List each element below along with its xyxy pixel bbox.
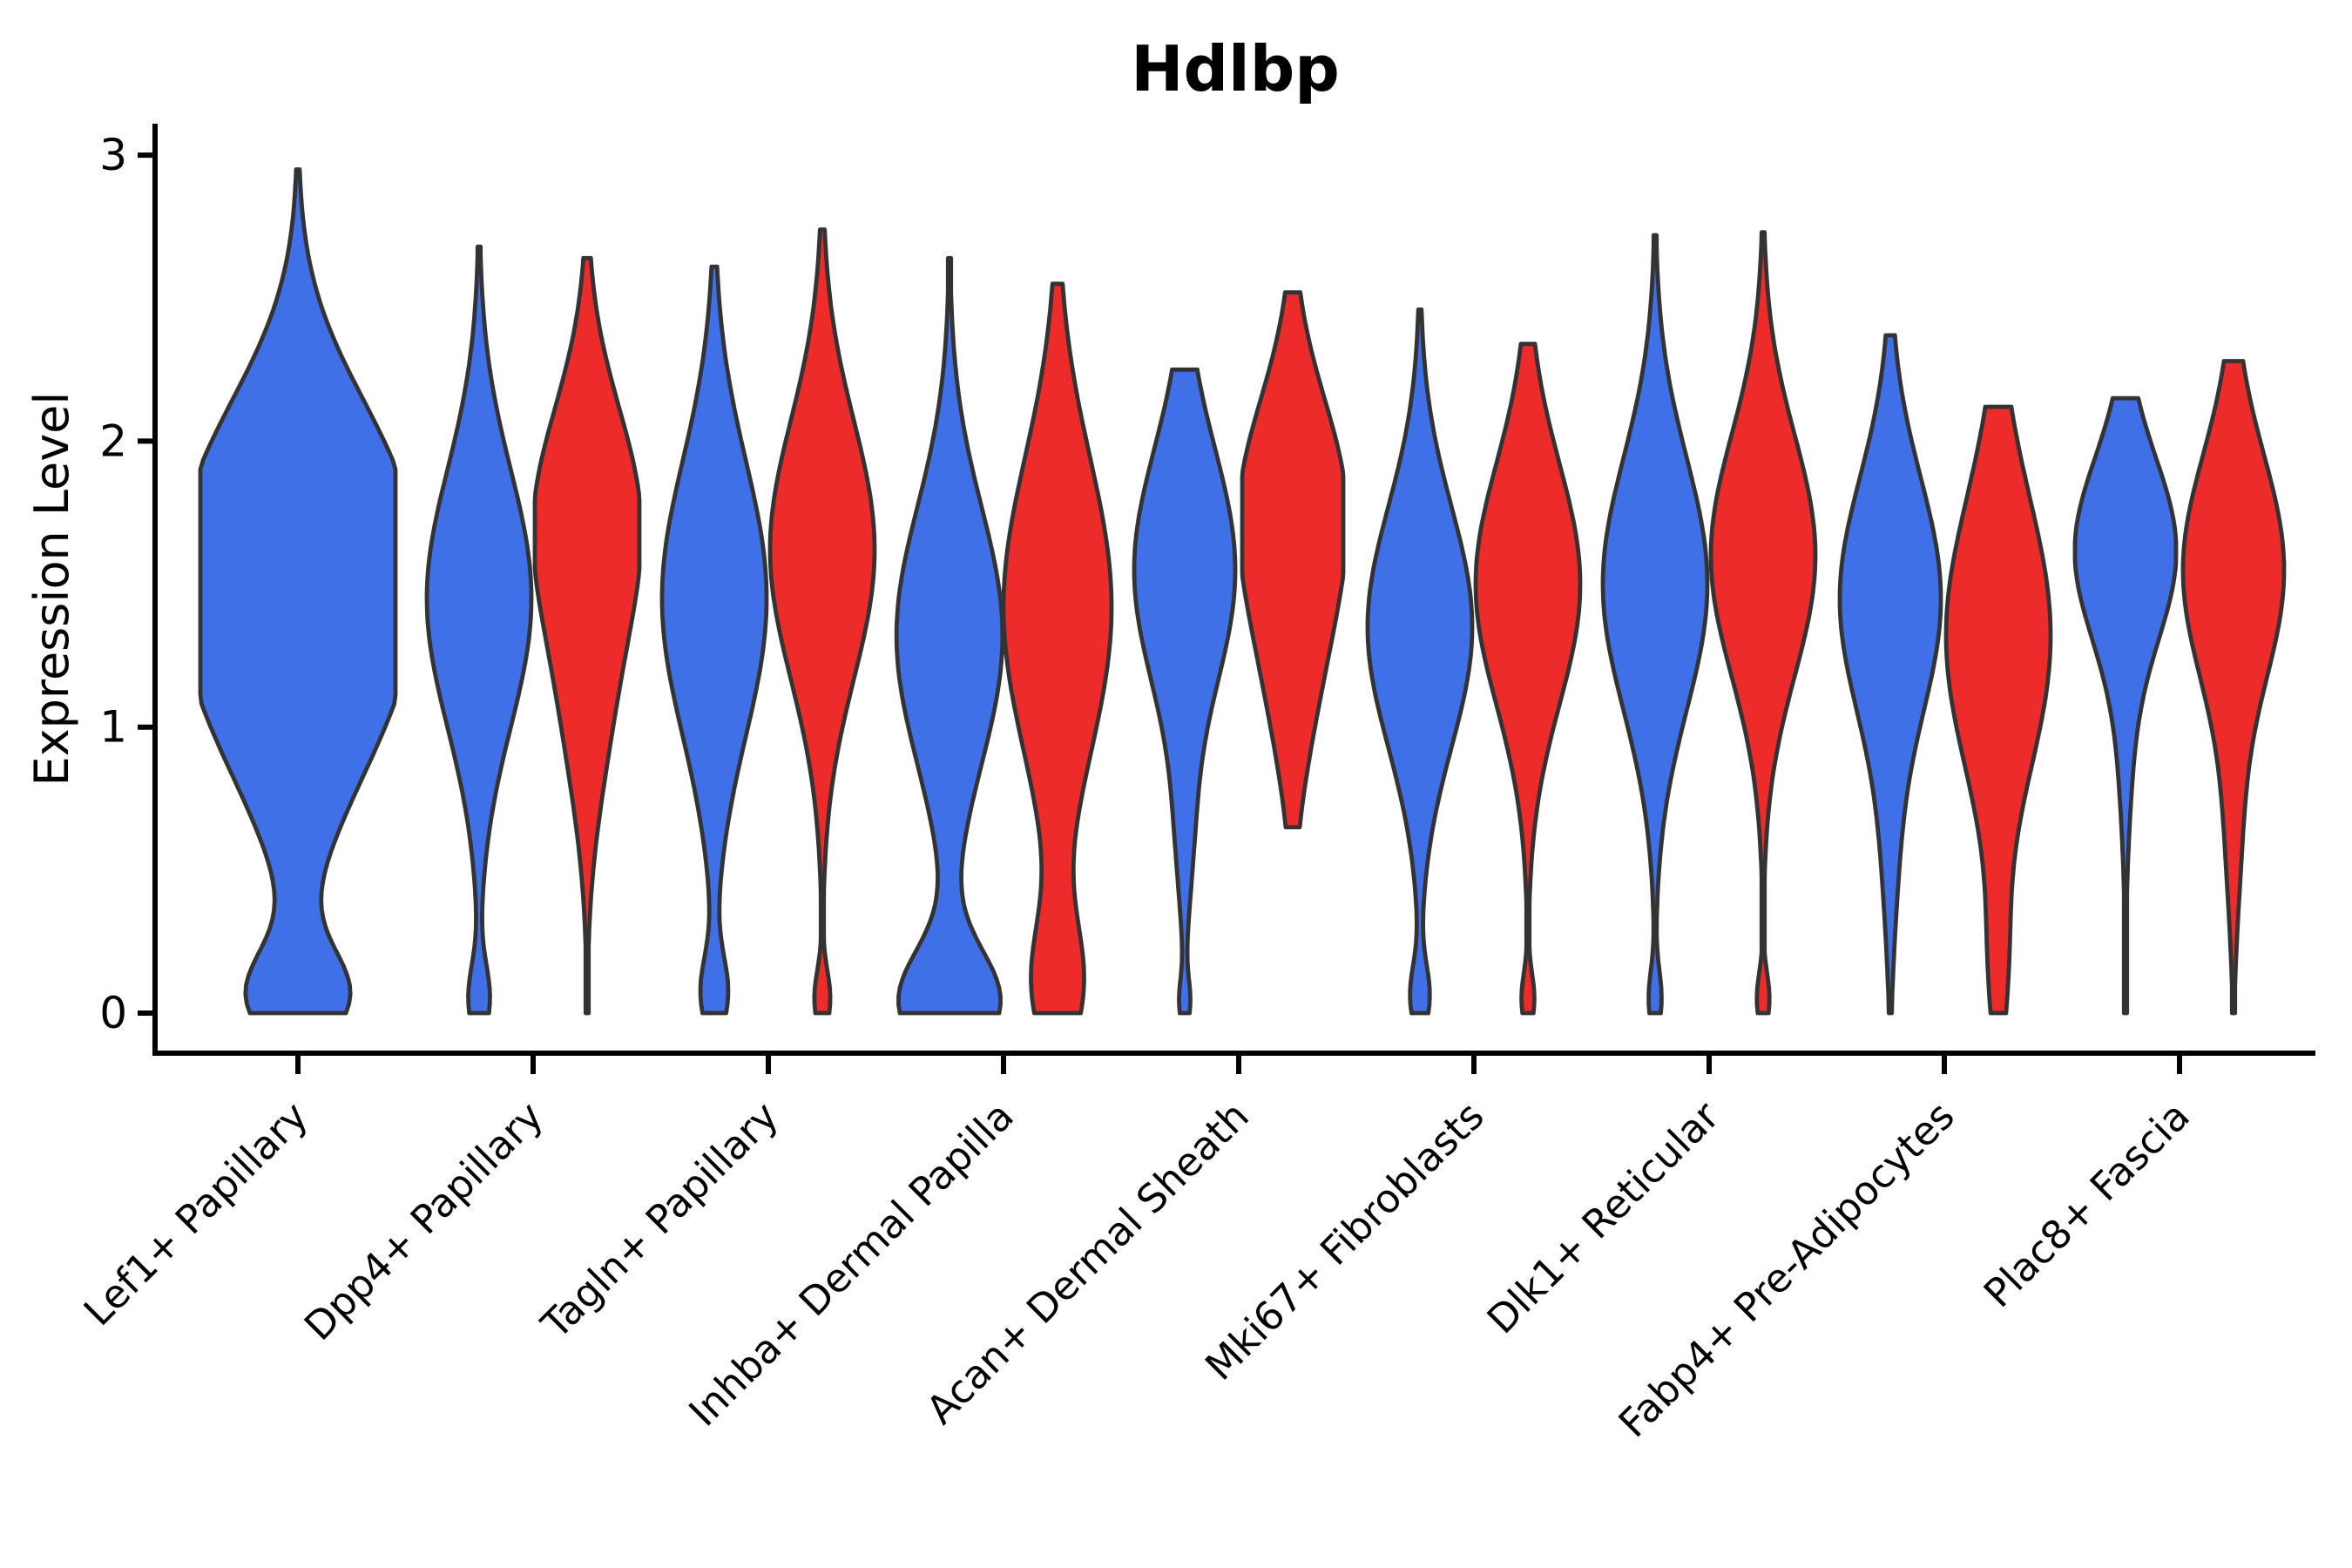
violin-1-red (532, 255, 642, 1016)
y-tick-label: 1 (99, 702, 127, 753)
violin-8-red (2180, 359, 2287, 1016)
y-axis-label: Expression Level (24, 392, 79, 787)
violin-7-red (1943, 404, 2053, 1016)
violin-1-blue (424, 244, 534, 1016)
x-tick-label: Plac8+ Fascia (1975, 1092, 2199, 1316)
violin-6-blue (1600, 233, 1710, 1016)
violins-group (198, 167, 2287, 1016)
axis-spines (152, 124, 2315, 1056)
x-tick-label: Lef1+ Papillary (75, 1092, 317, 1335)
x-tick-label: Tagln+ Papillary (532, 1092, 787, 1348)
y-tick-label: 2 (99, 416, 127, 466)
violin-0-blue (198, 167, 398, 1016)
x-tick-label: Dpp4+ Papillary (295, 1092, 552, 1349)
violin-5-blue (1365, 308, 1475, 1016)
chart-title: Hdlbp (1131, 32, 1340, 105)
violin-3-blue (894, 255, 1005, 1016)
violin-3-red (1001, 281, 1114, 1016)
violin-6-red (1708, 230, 1818, 1016)
violin-5-red (1473, 341, 1583, 1016)
violin-2-red (767, 227, 877, 1016)
x-tick-label: Dlk1+ Reticular (1478, 1092, 1728, 1342)
y-tick-label: 3 (99, 130, 127, 180)
y-tick-label: 0 (99, 988, 127, 1038)
violin-7-blue (1837, 333, 1943, 1016)
violin-4-blue (1132, 367, 1238, 1016)
violin-4-red (1240, 290, 1346, 829)
violin-8-blue (2072, 395, 2179, 1016)
violin-2-blue (659, 264, 769, 1016)
